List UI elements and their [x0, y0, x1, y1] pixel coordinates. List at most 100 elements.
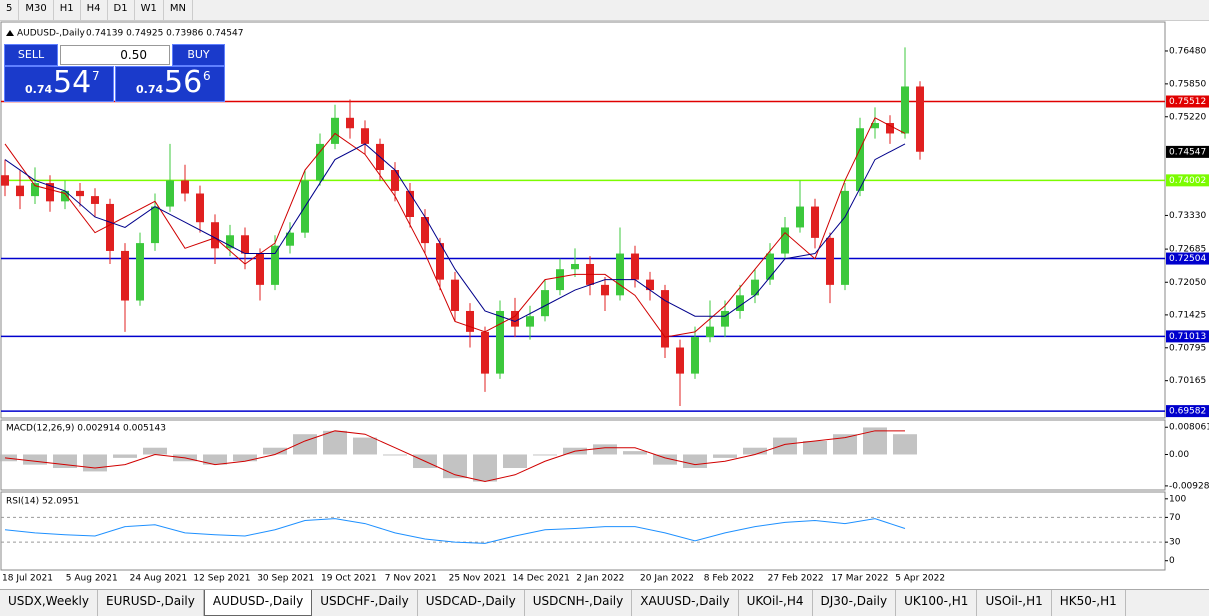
candle-body: [256, 253, 264, 285]
candle-body: [496, 310, 504, 374]
sell-button[interactable]: SELL: [4, 44, 58, 66]
chart-tab[interactable]: XAUUSD-,Daily: [632, 590, 739, 616]
candle-body: [196, 193, 204, 223]
y-tick-label: 0.008061: [1169, 423, 1209, 433]
price-big: 54: [53, 65, 92, 100]
rsi-panel: [0, 491, 1166, 571]
macd-bar: [623, 451, 647, 455]
level-label: 0.74002: [1169, 176, 1206, 186]
x-tick-label: 24 Aug 2021: [130, 574, 188, 584]
candle-body: [16, 185, 24, 197]
tab-bar: USDX,Weekly EURUSD-,Daily AUDUSD-,Daily USD…: [0, 589, 1209, 616]
candle-body: [406, 190, 414, 217]
macd-bar: [683, 454, 707, 469]
chart-tab[interactable]: UKOil-,H4: [739, 590, 813, 616]
macd-bar: [743, 447, 767, 455]
timeframe-button[interactable]: H1: [54, 0, 81, 20]
candle-body: [76, 190, 84, 197]
candle-body: [271, 245, 279, 285]
candle-body: [856, 128, 864, 191]
candle-body: [331, 117, 339, 144]
chart-tab[interactable]: HK50-,H1: [1052, 590, 1126, 616]
chart-tab[interactable]: USOil-,H1: [977, 590, 1052, 616]
lot: 0.50: [120, 48, 147, 62]
ma-slow-line: [4, 143, 906, 322]
timeframe-button[interactable]: MN: [164, 0, 193, 20]
x-tick-label: 5 Apr 2022: [895, 574, 945, 584]
chart-title: AUDUSD-,Daily: [17, 29, 85, 39]
y-tick-label: 0.75850: [1169, 79, 1206, 89]
lot-input[interactable]: 0.50: [60, 45, 170, 65]
level-label: 0.75512: [1169, 97, 1206, 107]
toolbar: 5 M30 H1 H4 D1 W1 MN: [0, 0, 1209, 21]
macd-bar: [263, 447, 287, 455]
macd-bar: [653, 454, 677, 465]
candle-body: [826, 237, 834, 285]
y-tick-label: 0.00: [1169, 450, 1189, 460]
candle-body: [121, 250, 129, 301]
macd-bar: [203, 454, 227, 465]
macd-bar: [323, 430, 347, 455]
chart-tab[interactable]: AUDUSD-,Daily: [203, 590, 313, 616]
candle-body: [646, 279, 654, 291]
timeframe-button[interactable]: W1: [135, 0, 164, 20]
y-tick-label: 0.73330: [1169, 211, 1206, 221]
macd-signal: [4, 430, 905, 483]
candle-body: [526, 316, 534, 327]
x-tick-label: 20 Jan 2022: [640, 574, 694, 584]
price-sup: 6: [203, 69, 211, 83]
y-tick-label: 0.70165: [1169, 376, 1206, 386]
candle-body: [796, 206, 804, 228]
buy-button[interactable]: BUY: [172, 44, 225, 66]
timeframe-button[interactable]: D1: [108, 0, 135, 20]
chart-tab[interactable]: UK100-,H1: [896, 590, 978, 616]
sell-price[interactable]: 0.74 54 7: [4, 65, 114, 102]
macd-bar: [23, 454, 47, 465]
timeframe-button[interactable]: M30: [19, 0, 54, 20]
y-tick-label: -0.009286: [1169, 481, 1209, 491]
chart-tab[interactable]: DJ30-,Daily: [813, 590, 897, 616]
y-tick-label: 0.70795: [1169, 343, 1206, 353]
chart-tab[interactable]: USDCHF-,Daily: [312, 590, 418, 616]
candle-body: [151, 206, 159, 244]
candle-body: [31, 183, 39, 197]
macd-bar: [773, 437, 797, 455]
current-price-label: 0.74547: [1169, 147, 1206, 157]
x-tick-label: 27 Feb 2022: [768, 574, 824, 584]
buy-price[interactable]: 0.74 56 6: [115, 65, 225, 102]
x-tick-label: 30 Sep 2021: [257, 574, 314, 584]
x-tick-label: 7 Nov 2021: [385, 574, 437, 584]
price-prefix: 0.74: [25, 83, 53, 96]
level-label: 0.72504: [1169, 254, 1206, 264]
timeframe-button[interactable]: 5: [0, 0, 20, 20]
x-tick-label: 25 Nov 2021: [449, 574, 507, 584]
candle-body: [1, 175, 9, 186]
candle-body: [451, 279, 459, 311]
chart-tab[interactable]: USDX,Weekly: [0, 590, 98, 616]
macd-bar: [893, 434, 917, 455]
candle-body: [556, 269, 564, 291]
x-tick-label: 18 Jul 2021: [2, 574, 53, 584]
level-label-bg: [1166, 330, 1209, 343]
candle-body: [166, 180, 174, 207]
trade-panel: SELL 0.50 BUY 0.74 54 7 0.74 56 6: [4, 44, 225, 102]
macd-bar: [713, 454, 737, 458]
ma-fast-line: [4, 117, 906, 338]
candle-body: [721, 310, 729, 327]
macd-bar: [113, 454, 137, 458]
chart: AUDUSD-,Daily 0.74139 0.74925 0.73986 0.…: [0, 21, 1209, 584]
chart-tab[interactable]: EURUSD-,Daily: [98, 590, 204, 616]
x-tick-label: 2 Jan 2022: [576, 574, 624, 584]
candle-body: [871, 123, 879, 129]
candle-body: [916, 86, 924, 152]
candle-body: [61, 190, 69, 202]
macd-bar: [83, 454, 107, 472]
macd-bar: [143, 447, 167, 455]
chart-tab[interactable]: USDCNH-,Daily: [525, 590, 633, 616]
macd-bar: [233, 454, 257, 462]
y-tick-label: 0.75220: [1169, 112, 1206, 122]
candle-body: [391, 170, 399, 191]
chart-tab[interactable]: USDCAD-,Daily: [418, 590, 525, 616]
candle-body: [91, 196, 99, 204]
timeframe-button[interactable]: H4: [81, 0, 108, 20]
